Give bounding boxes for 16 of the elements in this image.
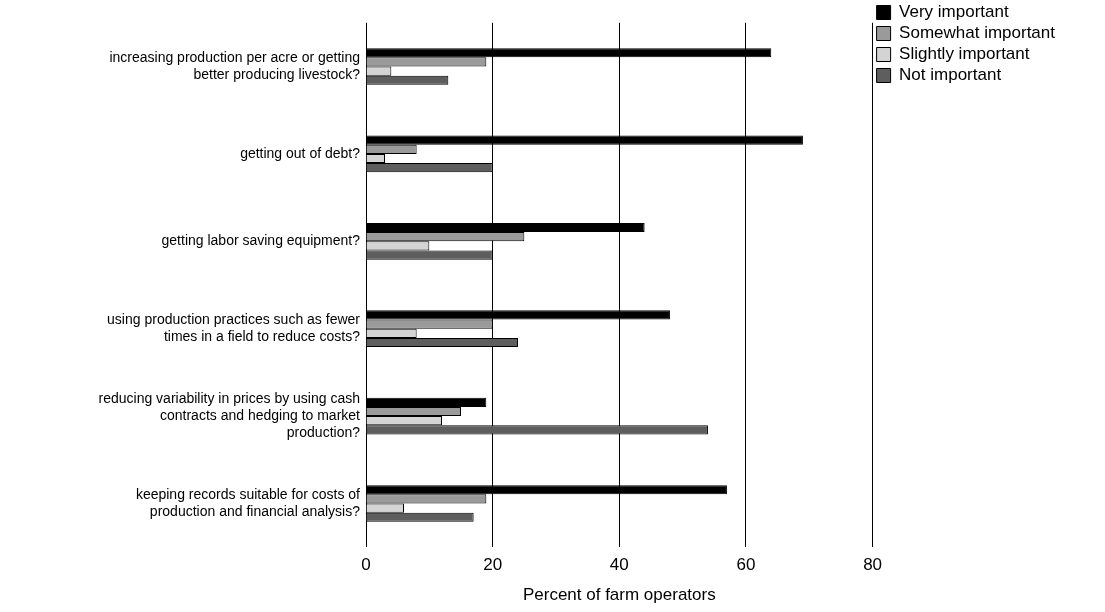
x-tick-label: 20 [483,555,503,575]
y-tick-label: getting labor saving equipment? [161,232,361,249]
x-tick-label: 0 [361,555,371,575]
x-tick-label: 80 [863,555,883,575]
x-tick-label: 40 [609,555,629,575]
legend-label: Somewhat important [899,23,1056,43]
y-tick-label: using production practices such as fewer times in a field to reduce costs? [107,311,361,344]
y-tick-label: increasing production per acre or getting better producing livestock? [109,48,361,82]
y-tick-label: keeping records suitable for costs of production and financial analysis? [135,485,361,519]
x-axis-title: Percent of farm operators [522,585,716,605]
y-tick-label: getting out of debt? [240,144,361,161]
y-tick-label: reducing variability in prices by using cash contracts and hedging to market production? [98,390,361,440]
legend-label: Slightly important [899,44,1030,64]
x-tick-label: 60 [736,555,756,575]
legend-label: Very important [899,2,1009,22]
legend-label: Not important [899,65,1002,85]
